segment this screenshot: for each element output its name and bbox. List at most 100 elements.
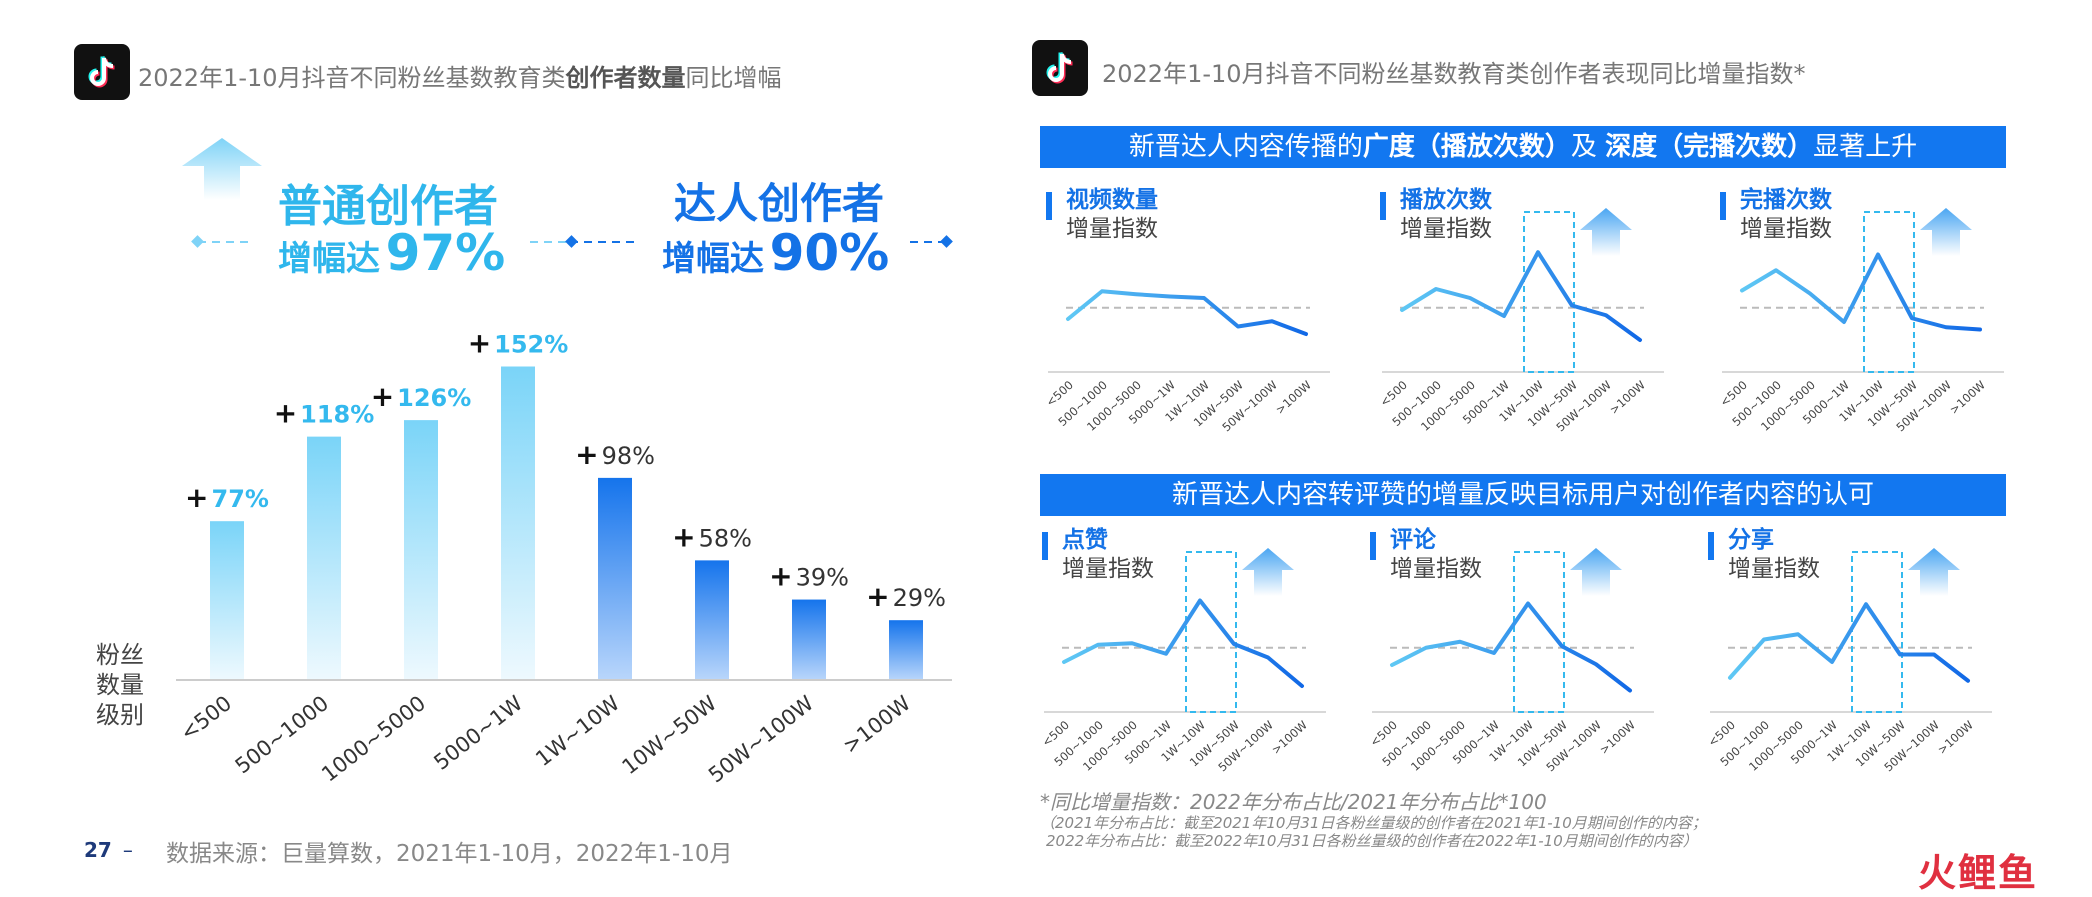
bar-value-label-3: +152% bbox=[468, 327, 569, 360]
left-title: 2022年1-10月抖音不同粉丝基数教育类创作者数量同比增幅 bbox=[138, 58, 782, 93]
panel-index-label: 增量指数 bbox=[1400, 216, 1492, 242]
panel-title-1: 播放次数 增量指数 bbox=[1380, 186, 1492, 244]
panel-title-bar bbox=[1370, 532, 1376, 560]
bar-chart: +77% <500 + 118% 500~1000 + 126% 1000~5000 + 152%… bbox=[176, 327, 952, 788]
footnote-3: 2022年分布占比：截至2022年10月31日各粉丝量级的创作者在2022年1-… bbox=[1046, 832, 1698, 850]
panel-index-label: 增量指数 bbox=[1740, 216, 1832, 242]
highlight-box bbox=[1513, 551, 1565, 713]
banner-engagement: 新晋达人内容转评赞的增量反映目标用户对创作者内容的认可 bbox=[1040, 474, 2006, 516]
banner1-pre: 新晋达人内容传播的 bbox=[1128, 132, 1363, 162]
panel-title-5: 分享 增量指数 bbox=[1708, 526, 1820, 584]
banner1-mid: 及 bbox=[1570, 132, 1606, 162]
series-line bbox=[1740, 252, 1982, 332]
highlight-box bbox=[1185, 551, 1237, 713]
line-chart-2: <500500~10001000~50005000~1W1W~10W10W~50… bbox=[1717, 208, 2004, 434]
bar-axis-label: 粉丝 数量 级别 bbox=[96, 641, 144, 729]
bar-category-label-7: >100W bbox=[838, 691, 915, 758]
page-number: 27 – bbox=[84, 838, 133, 862]
panel-up-arrow-icon bbox=[1242, 548, 1294, 596]
left-title-pre: 2022年1-10月抖音不同粉丝基数教育类 bbox=[138, 64, 566, 92]
line-chart-1: <500500~10001000~50005000~1W1W~10W10W~50… bbox=[1377, 208, 1664, 434]
bar-value-label-1: +118% bbox=[274, 397, 375, 430]
panel-metric-label: 完播次数 bbox=[1740, 187, 1832, 213]
bar-category-label-5: 10W~50W bbox=[618, 691, 722, 779]
normal-growth-value: 97% bbox=[385, 224, 506, 282]
series-line bbox=[1062, 598, 1304, 688]
talent-creator-label: 达人创作者 bbox=[674, 179, 885, 228]
highlight-box bbox=[1523, 211, 1575, 373]
normal-creator-label: 普通创作者 bbox=[278, 181, 498, 232]
bar-2 bbox=[404, 420, 438, 680]
bar-category-label-1: 500~1000 bbox=[231, 691, 333, 778]
up-arrow-icon bbox=[182, 138, 262, 200]
tiktok-note-icon bbox=[1046, 52, 1073, 84]
banner-reach: 新晋达人内容传播的广度（播放次数）及 深度（完播次数）显著上升 bbox=[1040, 126, 2006, 168]
line-chart-5: <500500~10001000~50005000~1W1W~10W10W~50… bbox=[1705, 548, 1992, 774]
bar-3 bbox=[501, 366, 535, 680]
normal-growth: 增幅达 97% bbox=[278, 224, 505, 282]
bar-0 bbox=[210, 521, 244, 680]
highlight-box bbox=[1863, 211, 1915, 373]
bar-value-label-5: +58% bbox=[672, 520, 752, 553]
bar-7 bbox=[889, 620, 923, 680]
panel-category-label-7: >100W bbox=[1607, 378, 1648, 417]
panel-category-label-7: >100W bbox=[1935, 718, 1976, 757]
panel-index-label: 增量指数 bbox=[1390, 556, 1482, 582]
talent-growth-value: 90% bbox=[769, 224, 890, 282]
panel-title-bar bbox=[1042, 532, 1048, 560]
tiktok-note-icon bbox=[88, 56, 115, 88]
panel-title-2: 完播次数 增量指数 bbox=[1720, 186, 1832, 244]
banner1-b1: 广度（播放次数） bbox=[1362, 132, 1571, 162]
page-number-value: 27 bbox=[84, 838, 112, 862]
talent-growth-prefix: 增幅达 bbox=[662, 239, 764, 279]
panel-up-arrow-icon bbox=[1570, 548, 1622, 596]
bar-value-label-7: +29% bbox=[866, 580, 946, 613]
bar-value-label-6: +39% bbox=[769, 560, 849, 593]
panel-index-label: 增量指数 bbox=[1062, 556, 1154, 582]
highlight-box bbox=[1851, 551, 1903, 713]
normal-growth-prefix: 增幅达 bbox=[278, 239, 380, 279]
panel-metric-label: 分享 bbox=[1728, 527, 1774, 553]
legend-connectors bbox=[191, 235, 953, 248]
bar-value-label-4: +98% bbox=[575, 438, 655, 471]
footnote-2: （2021年分布占比：截至2021年10月31日各粉丝量级的创作者在2021年1… bbox=[1040, 814, 1707, 832]
line-chart-4: <500500~10001000~50005000~1W1W~10W10W~50… bbox=[1367, 548, 1654, 774]
bar-5 bbox=[695, 560, 729, 680]
tiktok-logo-left bbox=[74, 44, 130, 100]
panel-category-label-7: >100W bbox=[1273, 378, 1314, 417]
tiktok-logo-right bbox=[1032, 40, 1088, 96]
panel-metric-label: 评论 bbox=[1390, 527, 1436, 553]
bar-value-label-0: +77% bbox=[185, 481, 269, 514]
series-line bbox=[1390, 601, 1632, 693]
series-line bbox=[1066, 289, 1308, 336]
footnote-1: *同比增量指数：2022年分布占比/2021年分布占比*100 bbox=[1040, 790, 1547, 814]
line-chart-3: <500500~10001000~50005000~1W1W~10W10W~50… bbox=[1039, 548, 1326, 774]
panel-metric-label: 点赞 bbox=[1062, 527, 1108, 553]
banner1-b2: 深度（完播次数） bbox=[1605, 132, 1814, 162]
panel-title-3: 点赞 增量指数 bbox=[1042, 526, 1154, 584]
data-source: 数据来源：巨量算数，2021年1-10月，2022年1-10月 bbox=[166, 841, 733, 867]
panel-category-label-7: >100W bbox=[1947, 378, 1988, 417]
bar-value-label-2: +126% bbox=[371, 380, 472, 413]
panel-up-arrow-icon bbox=[1908, 548, 1960, 596]
bar-1 bbox=[307, 436, 341, 680]
series-line bbox=[1400, 250, 1642, 342]
panel-metric-label: 播放次数 bbox=[1400, 187, 1492, 213]
panel-title-0: 视频数量 增量指数 bbox=[1046, 186, 1158, 244]
bar-category-label-3: 5000~1W bbox=[429, 691, 527, 775]
bar-6 bbox=[792, 599, 826, 680]
left-title-post: 同比增幅 bbox=[685, 64, 782, 92]
watermark-logo: 火鲤鱼 bbox=[1918, 851, 2039, 895]
panel-title-bar bbox=[1380, 192, 1386, 220]
page-number-dash: – bbox=[122, 838, 133, 862]
panel-index-label: 增量指数 bbox=[1066, 216, 1158, 242]
bar-4 bbox=[598, 477, 632, 680]
left-title-bold: 创作者数量 bbox=[565, 64, 686, 92]
bar-category-label-4: 1W~10W bbox=[531, 691, 624, 771]
bar-category-label-2: 1000~5000 bbox=[317, 691, 430, 787]
bar-category-label-6: 50W~100W bbox=[704, 691, 818, 788]
panel-index-label: 增量指数 bbox=[1728, 556, 1820, 582]
banner1-post: 显著上升 bbox=[1813, 132, 1918, 162]
panel-title-bar bbox=[1720, 192, 1726, 220]
series-line bbox=[1728, 602, 1970, 683]
